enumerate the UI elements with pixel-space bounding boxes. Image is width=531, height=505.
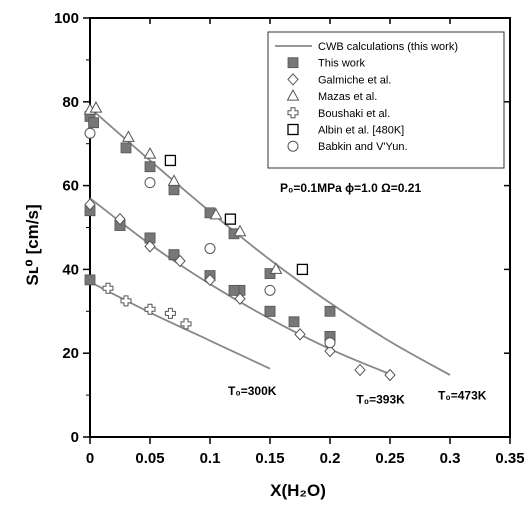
- marker-triangle: [286, 89, 300, 101]
- marker-circle: [287, 140, 299, 152]
- marker-triangle: [209, 207, 223, 220]
- marker-filled-square: [168, 249, 180, 261]
- marker-plus: [287, 107, 299, 119]
- x-tick-label: 0: [86, 450, 94, 467]
- marker-triangle: [89, 101, 103, 113]
- y-tick-label: 60: [62, 178, 79, 195]
- marker-plus: [144, 303, 156, 315]
- legend-entry-label: Mazas et al.: [318, 91, 377, 103]
- legend-entry-label: Albin et al. [480K]: [318, 125, 404, 137]
- marker-diamond: [384, 368, 396, 382]
- model-curve: [89, 281, 271, 370]
- marker-diamond: [84, 198, 96, 211]
- legend-entry-label: Galmiche et al.: [318, 74, 391, 86]
- legend-entry-label: Boushaki et al.: [318, 108, 390, 120]
- marker-filled-square: [228, 284, 240, 296]
- marker-filled-square: [84, 274, 96, 286]
- legend: CWB calculations (this work) This work Gal…: [267, 31, 505, 169]
- curve-label: T₀=393K: [356, 392, 405, 406]
- marker-circle: [264, 284, 276, 296]
- marker-diamond: [144, 240, 156, 253]
- marker-diamond: [114, 212, 126, 226]
- y-tick-label: 100: [54, 10, 79, 27]
- points-group: [83, 101, 396, 382]
- marker-diamond: [324, 344, 336, 358]
- legend-entry-label: This work: [318, 58, 366, 70]
- curve-label: T₀=300K: [228, 384, 277, 398]
- y-tick-label: 20: [62, 345, 79, 362]
- y-tick-label: 40: [62, 261, 79, 278]
- marker-filled-square: [288, 316, 300, 328]
- marker-plus: [102, 282, 114, 294]
- marker-circle: [144, 177, 156, 189]
- marker-triangle: [269, 262, 283, 274]
- marker-diamond: [234, 292, 246, 305]
- marker-plus: [180, 318, 192, 330]
- x-tick-label: 0.2: [320, 450, 341, 467]
- marker-filled-square: [144, 161, 156, 173]
- marker-filled-square: [324, 305, 336, 317]
- marker-filled-square: [168, 184, 180, 196]
- x-tick-label: 0.3: [440, 450, 461, 467]
- x-tick-label: 0.15: [255, 450, 284, 467]
- y-axis-title: Sʟ⁰ [cm/s]: [23, 204, 42, 285]
- marker-triangle: [122, 130, 135, 142]
- legend-entry-label: CWB calculations (this work): [318, 41, 458, 53]
- axes-group: 0 0.05 0.1 0.15 0.2 0.25 0.3 0.35 0 20 40 60 80 100: [54, 10, 525, 467]
- x-tick-label: 0.35: [495, 450, 524, 467]
- x-tick-label: 0.05: [135, 450, 164, 467]
- marker-filled-square: [120, 142, 132, 154]
- x-tick-label: 0.25: [375, 450, 404, 467]
- x-tick-label: 0.1: [200, 450, 221, 467]
- marker-filled-square: [264, 305, 276, 317]
- model-curve: [89, 107, 451, 376]
- legend-box: [267, 31, 505, 169]
- marker-triangle: [233, 224, 247, 237]
- marker-diamond: [204, 273, 216, 287]
- marker-diamond: [294, 328, 306, 341]
- curve-label: T₀=473K: [438, 388, 487, 402]
- conditions-annotation: P₀=0.1MPa ϕ=1.0 Ω=0.21: [280, 181, 421, 195]
- x-axis-title: X(H₂O): [270, 481, 326, 500]
- marker-diamond: [354, 363, 366, 377]
- marker-triangle: [143, 147, 157, 159]
- marker-open-square: [287, 123, 299, 136]
- marker-circle: [84, 127, 96, 139]
- marker-open-square: [164, 154, 177, 167]
- marker-triangle: [167, 174, 181, 186]
- marker-circle: [324, 337, 336, 349]
- y-tick-label: 0: [71, 429, 79, 446]
- marker-diamond: [174, 254, 186, 268]
- marker-circle: [204, 242, 216, 254]
- marker-open-square: [296, 263, 309, 276]
- marker-diamond: [287, 73, 299, 86]
- marker-open-square: [224, 213, 237, 225]
- marker-filled-square: [88, 117, 99, 129]
- y-tick-label: 80: [62, 94, 79, 111]
- marker-filled-square: [287, 57, 299, 69]
- marker-plus: [120, 295, 132, 307]
- legend-entry-label: Babkin and V'Yun.: [318, 141, 408, 153]
- marker-plus: [164, 307, 176, 319]
